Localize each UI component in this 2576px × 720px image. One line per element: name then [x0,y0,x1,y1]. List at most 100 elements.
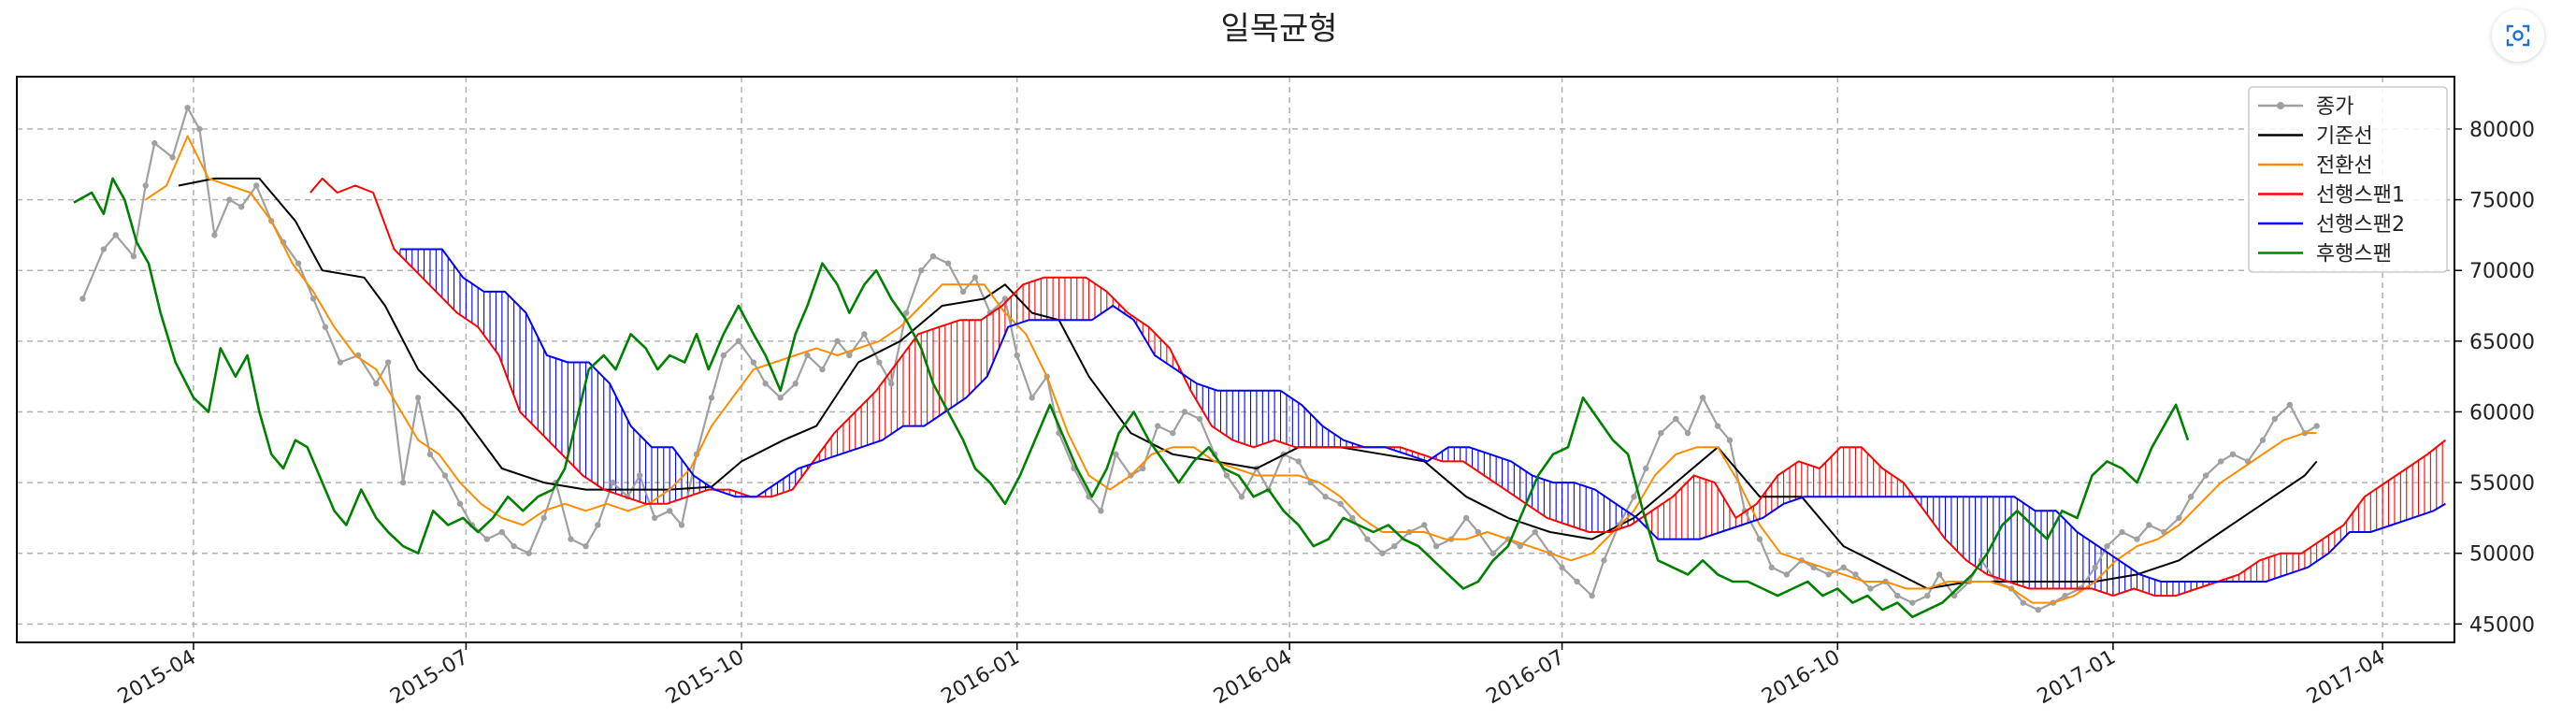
close-price-point [1432,542,1440,550]
close-price-point [1601,557,1607,564]
close-price-point [1684,429,1691,437]
close-price-point [1714,423,1721,429]
close-price-point [636,472,643,479]
camera-icon [2506,24,2530,47]
legend-label: 선행스팬1 [2316,184,2405,208]
plot-frame [16,76,2455,643]
close-price-point [238,203,245,210]
close-price-point [2259,437,2267,443]
close-price-point [525,550,532,556]
close-price-point [1337,500,1344,507]
legend-label: 종가 [2316,95,2353,119]
close-price-point [511,542,517,550]
close-price-point [918,267,925,274]
close-price-point [1364,536,1371,542]
x-tick-label: 2016-01 [938,646,1024,710]
close-price-point [1322,494,1329,500]
close-price-point [610,479,616,486]
close-price-point [322,324,329,330]
close-price-point [1379,550,1386,556]
close-price-point [211,232,218,238]
screenshot-camera-button[interactable] [2492,9,2544,62]
close-price-point [750,359,757,366]
close-price-point [2187,494,2195,500]
close-price-point [834,338,841,345]
close-price-point [309,295,317,302]
close-price-point [1559,564,1565,571]
close-price-point [1391,542,1398,550]
close-price-point [1574,578,1580,585]
close-price-point [1894,592,1901,599]
close-price-point [399,479,407,486]
series-lines [73,105,2447,619]
close-price-point [540,514,547,522]
close-price-point [1589,592,1595,599]
close-price-point [678,522,685,528]
x-axis: 2015-04 2015-07 2015-10 2016-01 2016-04 2016-… [114,642,2389,709]
legend-label: 후행스팬 [2316,243,2392,266]
close-price-point [2313,423,2320,429]
close-price-point [1867,585,1874,592]
close-price-point [903,310,910,316]
x-tick-label: 2016-07 [1482,646,1568,710]
y-tick-label: 55000 [2469,472,2535,496]
close-price-point [595,522,601,528]
close-price-point [426,451,434,458]
close-price-point [804,352,811,359]
close-price-point [1489,550,1497,556]
close-price-point [1726,437,1734,443]
close-price-point [456,500,464,507]
close-price-point [79,295,86,302]
close-price-point [1029,395,1035,401]
close-price-point [2176,514,2182,522]
x-tick-label: 2015-07 [386,646,472,710]
close-price-point [373,381,380,387]
close-price-point [1699,395,1706,401]
series-line-후행스팬 [73,177,2190,619]
close-price-point [762,381,769,387]
legend-label: 선행스팬2 [2316,213,2405,237]
close-price-point [1936,571,1943,578]
close-price-point [2092,564,2098,571]
legend-label: 전환선 [2316,154,2373,178]
close-price-point [971,274,979,281]
series-line-선행스팬2 [399,248,2446,583]
close-price-point [777,395,784,401]
close-price-point [384,359,392,366]
close-price-point [1238,494,1245,500]
close-price-point [708,395,715,401]
close-price-point [666,508,673,514]
close-price-point [2271,415,2279,423]
close-price-point [1475,528,1482,536]
close-price-point [253,182,260,189]
close-price-point [1196,415,1203,423]
close-price-point [295,260,302,266]
y-tick-label: 50000 [2469,543,2535,567]
chart-title: 일목균형 [1220,10,1337,48]
close-price-point [1840,564,1847,571]
y-tick-label: 45000 [2469,613,2535,637]
x-tick-label: 2017-01 [2034,646,2120,710]
x-tick-label: 2016-10 [1758,646,1844,710]
close-price-point [1181,409,1188,415]
close-price-point [441,472,449,479]
close-price-point [1852,571,1859,578]
close-price-point [1098,508,1104,514]
close-price-point [819,366,826,373]
close-price-point [1924,592,1931,599]
close-price-point [735,338,742,345]
close-price-point [2229,451,2237,458]
y-tick-label: 60000 [2469,401,2535,425]
legend-label: 기준선 [2316,125,2373,149]
y-tick-label: 70000 [2469,260,2535,283]
x-tick-label: 2016-04 [1210,646,1296,710]
x-tick-label: 2017-04 [2303,646,2389,710]
close-price-point [483,536,491,542]
close-price-point [583,542,589,550]
close-price-point [498,528,506,536]
close-price-point [1643,465,1649,472]
close-price-point [944,260,952,266]
close-price-point [792,381,799,387]
close-price-point [112,232,119,238]
